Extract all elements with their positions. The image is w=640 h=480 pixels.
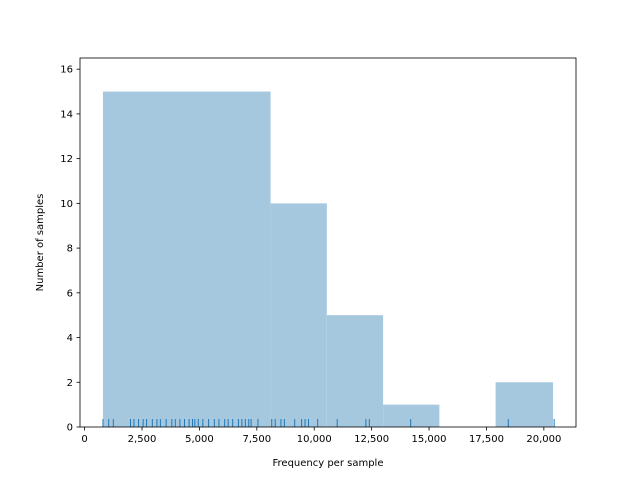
x-tick-label: 12,500: [354, 434, 389, 445]
x-tick-label: 5,000: [185, 434, 214, 445]
histogram-bar: [326, 315, 384, 427]
y-tick-label: 14: [60, 109, 73, 120]
histogram-bar: [495, 382, 554, 427]
histogram-bar: [383, 404, 440, 427]
y-tick-label: 6: [67, 288, 73, 299]
y-tick-label: 2: [67, 378, 73, 389]
x-tick-label: 7,500: [242, 434, 271, 445]
x-tick-label: 0: [81, 434, 87, 445]
y-tick-label: 0: [67, 423, 73, 434]
y-tick-label: 12: [60, 154, 73, 165]
x-tick-label: 17,500: [469, 434, 504, 445]
y-tick-label: 4: [67, 333, 73, 344]
y-axis-ticks: 0 2 4 6 8 10 12 14 16: [60, 65, 80, 434]
x-axis-label: Frequency per sample: [273, 458, 384, 469]
x-axis-ticks: 0 2,500 5,000 7,500 10,000 12,500 15,000 17,500…: [81, 427, 561, 445]
x-tick-label: 2,500: [128, 434, 157, 445]
histogram-bars: [102, 91, 554, 427]
histogram-bar: [270, 203, 327, 427]
x-tick-label: 20,000: [526, 434, 561, 445]
x-tick-label: 10,000: [297, 434, 332, 445]
y-tick-label: 10: [60, 199, 73, 210]
histogram-bar: [102, 91, 271, 427]
y-tick-label: 8: [67, 244, 73, 255]
rug-marks: [102, 419, 555, 427]
y-tick-label: 16: [60, 65, 73, 76]
x-tick-label: 15,000: [412, 434, 447, 445]
y-axis-label: Number of samples: [35, 194, 46, 292]
plot-frame: [79, 57, 577, 428]
